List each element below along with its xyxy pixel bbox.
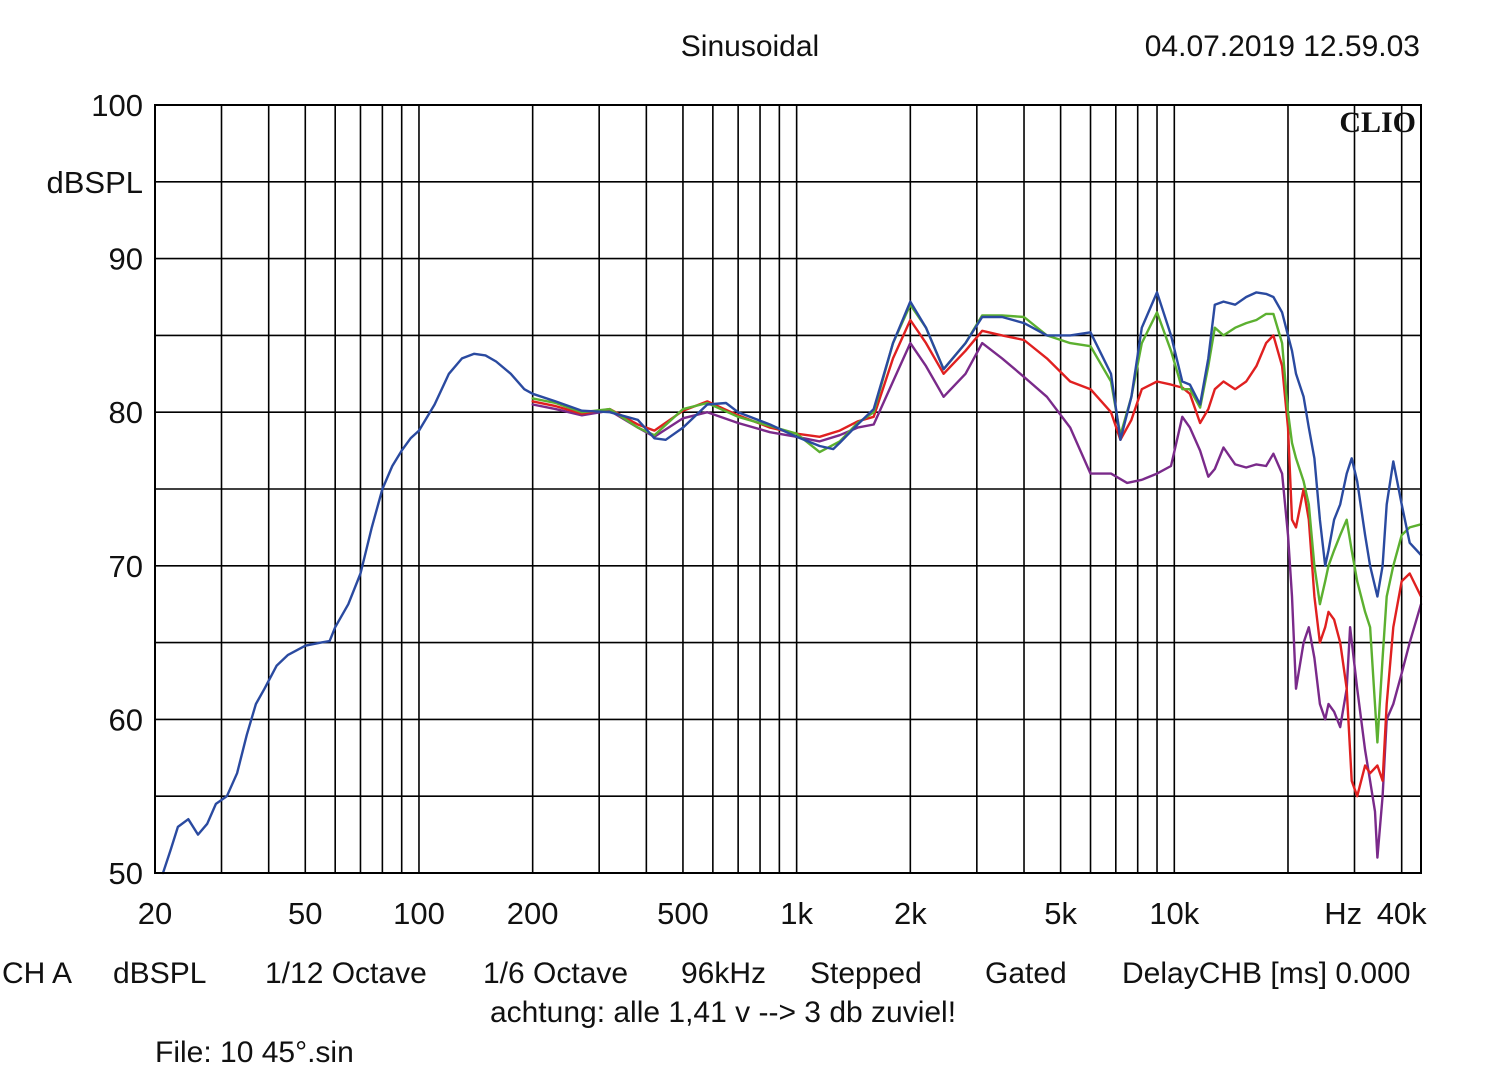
x-tick-label: 5k	[1044, 896, 1077, 931]
clio-logo: CLIO	[1339, 106, 1416, 139]
x-tick-label: 40k	[1377, 896, 1427, 931]
series-line-1	[531, 341, 1423, 859]
series-line-4	[161, 291, 1423, 875]
x-tick-labels: 20 50 100 200 500 1k 2k 5k 10k Hz 40k	[138, 896, 1427, 931]
x-tick-label: 200	[507, 896, 559, 931]
measurement-note: achtung: alle 1,41 v --> 3 db zuviel!	[490, 996, 956, 1029]
setting-smoothing: 1/6 Octave	[483, 957, 628, 990]
y-tick-label: 70	[109, 549, 143, 584]
series-line-2	[531, 318, 1423, 798]
x-tick-label: 20	[138, 896, 172, 931]
y-tick-label: 90	[109, 242, 143, 277]
x-tick-label: Hz	[1324, 896, 1362, 931]
setting-samplerate: 96kHz	[681, 957, 766, 990]
x-tick-label: 10k	[1149, 896, 1199, 931]
setting-mode: Stepped	[810, 957, 922, 990]
x-tick-label: 2k	[894, 896, 927, 931]
y-tick-label: 80	[109, 395, 143, 430]
setting-unit: dBSPL	[113, 957, 206, 990]
series-layer	[161, 291, 1423, 875]
y-tick-label: 60	[109, 702, 143, 737]
file-name: File: 10 45°.sin	[155, 1036, 354, 1069]
chart-title: Sinusoidal	[681, 30, 819, 63]
timestamp: 04.07.2019 12.59.03	[1145, 30, 1420, 63]
x-tick-label: 50	[288, 896, 322, 931]
series-line-3	[531, 303, 1423, 744]
x-tick-label: 500	[657, 896, 709, 931]
y-tick-label: 50	[109, 856, 143, 891]
y-axis-label: dBSPL	[46, 165, 143, 200]
plot-frame	[154, 104, 1422, 874]
x-tick-label: 1k	[780, 896, 813, 931]
x-tick-label: 100	[393, 896, 445, 931]
setting-delay: DelayCHB [ms] 0.000	[1122, 957, 1410, 990]
chart-grid	[155, 105, 1421, 873]
y-tick-labels: 100 90 80 70 60 50	[91, 88, 143, 891]
setting-resolution: 1/12 Octave	[265, 957, 427, 990]
setting-gating: Gated	[985, 957, 1067, 990]
setting-channel: CH A	[2, 957, 72, 990]
y-tick-label: 100	[91, 88, 143, 123]
